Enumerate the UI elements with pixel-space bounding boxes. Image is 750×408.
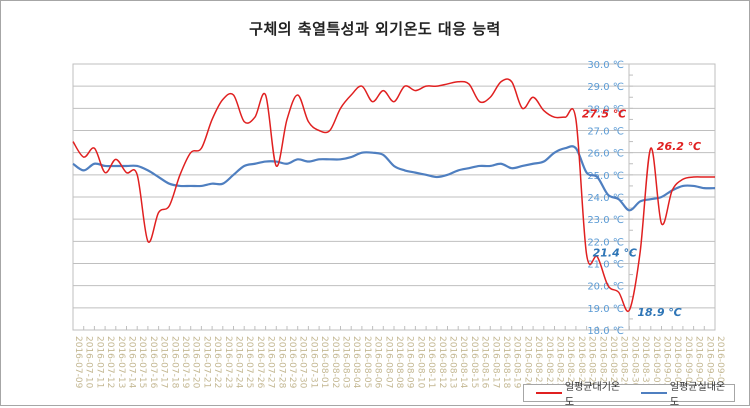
y-tick-label: 27.0 ℃: [587, 127, 624, 138]
x-tick-label: 2016-08-21: [533, 336, 543, 388]
x-tick-label: 2016-08-06: [373, 336, 383, 389]
x-tick-label: 2016-07-26: [255, 336, 265, 389]
x-tick-label: 2016-07-31: [308, 336, 318, 388]
x-tick-label: 2016-07-30: [298, 336, 308, 389]
x-tick-label: 2016-07-14: [127, 336, 137, 389]
x-tick-label: 2016-08-18: [501, 336, 511, 389]
x-tick-label: 2016-08-17: [490, 336, 500, 388]
x-tick-label: 2016-08-05: [362, 336, 372, 388]
x-tick-label: 2016-09-02: [662, 336, 672, 388]
x-tick-label: 2016-08-10: [415, 336, 425, 389]
legend-label: 일평균대기온도: [564, 382, 621, 408]
y-tick-label: 25.0 ℃: [587, 171, 624, 182]
indoor-temp-line: [72, 145, 716, 212]
x-tick-label: 2016-08-24: [565, 336, 575, 389]
x-tick-label: 2016-08-01: [319, 336, 329, 388]
y-tick-label: 23.0 ℃: [587, 215, 624, 226]
x-tick-label: 2016-07-23: [223, 336, 233, 388]
x-tick-label: 2016-08-12: [437, 336, 447, 388]
legend-swatch-blue: [641, 392, 667, 394]
y-tick-label: 19.0 ℃: [587, 304, 624, 315]
x-tick-label: 2016-08-25: [576, 336, 586, 388]
x-tick-label: 2016-08-29: [619, 336, 629, 389]
y-tick-label: 22.0 ℃: [587, 237, 624, 248]
x-tick-label: 2016-07-29: [287, 336, 297, 389]
x-tick-label: 2016-07-17: [159, 336, 169, 388]
outdoor-temp-line: [72, 78, 715, 313]
x-tick-label: 2016-09-04: [683, 336, 693, 389]
chart-title: 구체의 축열특성과 외기온도 대응 능력: [249, 20, 501, 38]
y-tick-label: 28.0 ℃: [587, 104, 624, 115]
y-tick-label: 30.0 ℃: [587, 60, 624, 71]
x-tick-label: 2016-07-16: [148, 336, 158, 389]
data-annotations: 27.5 ℃ 26.2 ℃ 21.4 ℃ 18.9 ℃: [582, 107, 702, 319]
x-tick-label: 2016-07-18: [169, 336, 179, 389]
x-tick-label: 2016-07-10: [84, 336, 94, 389]
y-tick-label: 18.0 ℃: [587, 326, 624, 337]
x-tick-label: 2016-08-15: [469, 336, 479, 388]
x-tick-label: 2016-08-04: [351, 336, 361, 389]
x-tick-label: 2016-08-28: [608, 336, 618, 389]
x-tick-label: 2016-09-03: [672, 336, 682, 388]
x-tick-label: 2016-07-13: [116, 336, 126, 388]
x-axis-labels: 2016-07-09 2016-07-10 2016-07-11 2016-07-12…: [73, 336, 725, 389]
y-tick-label: 24.0 ℃: [587, 193, 624, 204]
x-tick-label: 2016-07-25: [244, 336, 254, 388]
y-axis-labels: 30.0 ℃ 29.0 ℃ 28.0 ℃ 27.0 ℃ 26.0 ℃ 25.0 ℃ 24.0…: [587, 60, 624, 337]
x-tick-label: 2016-07-11: [94, 336, 104, 388]
x-tick-label: 2016-08-08: [394, 336, 404, 389]
x-tick-label: 2016-08-02: [330, 336, 340, 388]
x-tick-label: 2016-08-14: [458, 336, 468, 389]
x-tick-label: 2016-09-05: [694, 336, 704, 388]
x-tick-label: 2016-08-09: [405, 336, 415, 389]
x-tick-label: 2016-08-26: [587, 336, 597, 389]
x-tick-label: 2016-08-13: [448, 336, 458, 388]
data-label: 27.5 ℃: [582, 107, 627, 120]
gridlines: [72, 63, 716, 331]
y-tick-label: 29.0 ℃: [587, 82, 624, 93]
x-tick-label: 2016-07-15: [137, 336, 147, 388]
x-tick-label: 2016-07-21: [201, 336, 211, 388]
x-tick-label: 2016-08-27: [597, 336, 607, 388]
x-tick-label: 2016-08-20: [522, 336, 532, 389]
legend: 일평균대기온도 일평균실내온도: [523, 382, 735, 408]
legend-item-outdoor: 일평균대기온도: [536, 378, 629, 408]
y-tick-label: 26.0 ℃: [587, 149, 624, 160]
legend-label: 일평균실내온도: [669, 382, 726, 408]
x-tick-label: 2016-09-01: [651, 336, 661, 388]
series-lines: [72, 78, 716, 313]
x-tick-label: 2016-09-07: [715, 336, 725, 388]
legend-swatch-red: [536, 392, 562, 394]
legend-item-indoor: 일평균실내온도: [641, 378, 734, 408]
y-tick-label: 20.0 ℃: [587, 282, 624, 293]
x-tick-label: 2016-07-28: [276, 336, 286, 389]
x-tick-label: 2016-08-23: [555, 336, 565, 388]
x-tick-label: 2016-07-12: [105, 336, 115, 388]
x-tick-label: 2016-07-22: [212, 336, 222, 388]
x-tick-label: 2016-07-09: [73, 336, 83, 389]
data-label: 21.4 ℃: [593, 247, 638, 260]
x-tick-label: 2016-08-19: [512, 336, 522, 389]
x-tick-label: 2016-07-19: [180, 336, 190, 389]
x-tick-label: 2016-07-24: [234, 336, 244, 389]
x-tick-label: 2016-09-06: [704, 336, 714, 389]
x-tick-label: 2016-07-20: [191, 336, 201, 389]
x-tick-label: 2016-08-07: [383, 336, 393, 388]
x-tick-label: 2016-08-30: [629, 336, 639, 389]
x-tick-label: 2016-08-31: [640, 336, 650, 388]
data-label: 18.9 ℃: [637, 306, 682, 319]
x-tick-label: 2016-08-22: [544, 336, 554, 388]
x-tick-label: 2016-08-03: [341, 336, 351, 388]
data-label: 26.2 ℃: [657, 140, 702, 153]
x-tick-label: 2016-08-16: [480, 336, 490, 389]
x-tick-label: 2016-07-27: [266, 336, 276, 388]
y-tick-label: 21.0 ℃: [587, 260, 624, 271]
x-tick-label: 2016-08-11: [426, 336, 436, 388]
